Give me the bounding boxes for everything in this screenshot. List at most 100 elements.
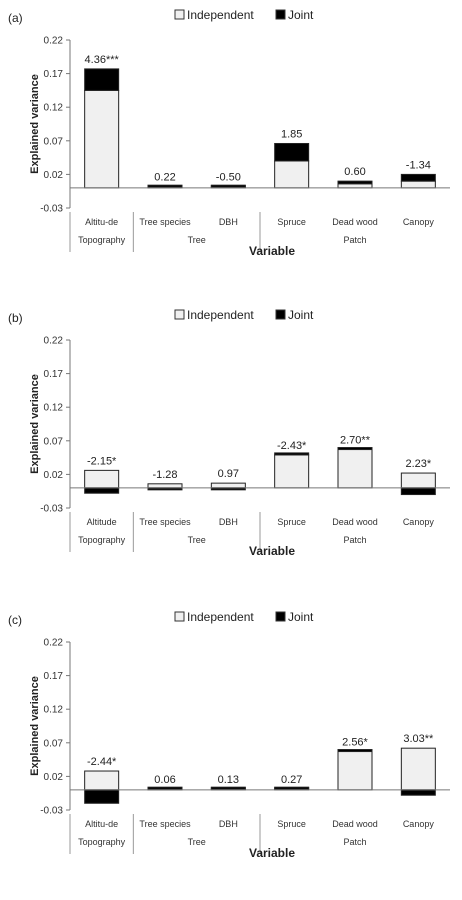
bar-independent-5 (400, 180, 436, 189)
category-label: Spruce (277, 517, 306, 527)
legend-swatch-0 (174, 9, 185, 20)
category-label: Tree species (139, 217, 191, 227)
panel-label: (a) (8, 11, 23, 25)
category-label: Dead wood (332, 819, 378, 829)
bar-independent-5 (400, 747, 436, 791)
bar-joint-2 (210, 184, 246, 188)
data-label: -2.43* (277, 440, 307, 452)
category-label: Dead wood (332, 217, 378, 227)
category-label: Altitu-de (85, 217, 118, 227)
category-label: Tree species (139, 819, 191, 829)
category-label: DBH (219, 517, 238, 527)
bar-joint-1 (147, 184, 183, 188)
bar-joint-1 (147, 786, 183, 790)
category-label: Canopy (403, 819, 435, 829)
y-tick-label: 0.07 (44, 738, 64, 749)
legend-label-1: Joint (288, 610, 314, 624)
y-tick-label: 0.22 (44, 36, 64, 47)
bar-joint-3 (274, 142, 310, 162)
y-tick-label: 0.22 (44, 336, 64, 347)
category-label: Altitude (87, 517, 117, 527)
category-label: DBH (219, 217, 238, 227)
bar-independent-4 (337, 183, 373, 189)
y-tick-label: 0.02 (44, 772, 64, 783)
data-label: -0.50 (216, 171, 241, 183)
bar-independent-0 (84, 89, 120, 189)
y-tick-label: 0.02 (44, 470, 64, 481)
y-tick-label: 0.22 (44, 638, 64, 649)
bar-joint-0 (84, 789, 120, 804)
category-label: Dead wood (332, 517, 378, 527)
y-axis-title: Explained variance (29, 74, 41, 174)
group-label: Patch (343, 535, 366, 545)
data-label: 0.06 (154, 774, 175, 786)
data-label: 2.23* (405, 458, 431, 470)
bar-joint-0 (84, 487, 120, 494)
bar-independent-4 (337, 449, 373, 489)
chart-panel-0: (a) Independent Joint -0.03 0.02 0.07 0.12 0.17… (8, 8, 450, 258)
bar-independent-5 (400, 472, 436, 489)
group-label: Patch (343, 837, 366, 847)
y-tick-label: 0.12 (44, 705, 64, 716)
data-label: 0.60 (344, 166, 365, 178)
legend-label-0: Independent (187, 308, 254, 322)
y-tick-label: 0.12 (44, 403, 64, 414)
y-axis-title: Explained variance (29, 374, 41, 474)
y-tick-label: -0.03 (40, 504, 63, 515)
y-tick-label: 0.12 (44, 103, 64, 114)
bar-independent-3 (274, 160, 310, 189)
group-label: Tree (188, 837, 206, 847)
category-label: Spruce (277, 217, 306, 227)
bar-independent-4 (337, 751, 373, 791)
data-label: 1.85 (281, 128, 302, 140)
category-label: Tree species (139, 517, 191, 527)
legend-swatch-0 (174, 309, 185, 320)
y-tick-label: 0.02 (44, 170, 64, 181)
y-tick-label: 0.07 (44, 436, 64, 447)
x-axis-title: Variable (249, 846, 295, 860)
data-label: 0.13 (218, 774, 239, 786)
bar-joint-2 (210, 786, 246, 790)
data-label: 2.70** (340, 435, 371, 447)
bar-joint-5 (400, 487, 436, 496)
legend-swatch-0 (174, 611, 185, 622)
group-label: Topography (78, 837, 126, 847)
bar-joint-4 (337, 180, 373, 185)
bar-joint-0 (84, 68, 120, 91)
legend-label-1: Joint (288, 8, 314, 22)
legend-swatch-1 (275, 611, 286, 622)
group-label: Tree (188, 235, 206, 245)
data-label: -1.28 (152, 469, 177, 481)
data-label: 0.27 (281, 774, 302, 786)
group-label: Tree (188, 535, 206, 545)
bar-independent-0 (84, 469, 120, 489)
category-label: Altitu-de (85, 819, 118, 829)
panel-label: (c) (8, 613, 22, 627)
data-label: 3.03** (403, 733, 434, 745)
y-tick-label: 0.17 (44, 671, 64, 682)
group-label: Topography (78, 535, 126, 545)
category-label: Canopy (403, 217, 435, 227)
group-label: Topography (78, 235, 126, 245)
bar-joint-5 (400, 789, 436, 796)
bar-independent-1 (147, 483, 183, 489)
data-label: -2.44* (87, 756, 117, 768)
bar-independent-3 (274, 454, 310, 489)
y-axis-title: Explained variance (29, 676, 41, 776)
group-label: Patch (343, 235, 366, 245)
bar-joint-4 (337, 749, 373, 753)
bar-joint-3 (274, 452, 310, 456)
category-label: DBH (219, 819, 238, 829)
legend-swatch-1 (275, 309, 286, 320)
legend-label-0: Independent (187, 8, 254, 22)
data-label: -2.15* (87, 455, 117, 467)
panel-label: (b) (8, 311, 23, 325)
bar-independent-0 (84, 770, 120, 791)
legend-swatch-1 (275, 9, 286, 20)
legend-label-1: Joint (288, 308, 314, 322)
data-label: 0.97 (218, 468, 239, 480)
x-axis-title: Variable (249, 244, 295, 258)
bar-joint-5 (400, 173, 436, 182)
legend-label-0: Independent (187, 610, 254, 624)
